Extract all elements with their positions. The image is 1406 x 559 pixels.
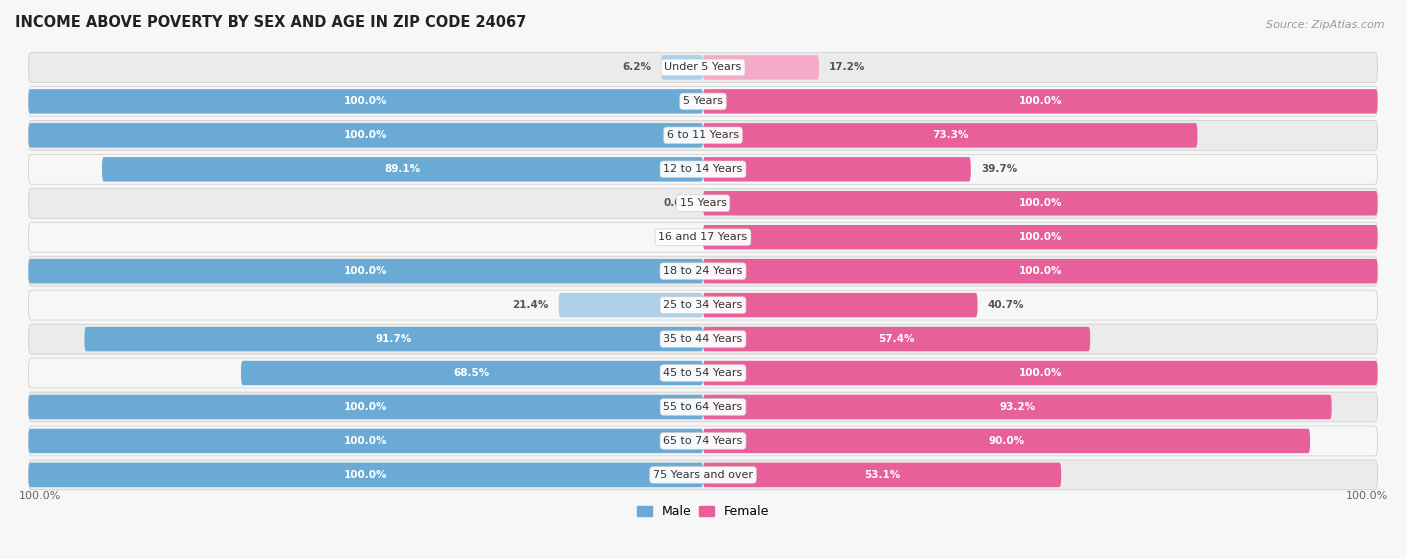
Text: 93.2%: 93.2%	[1000, 402, 1035, 412]
Text: 100.0%: 100.0%	[344, 470, 388, 480]
FancyBboxPatch shape	[703, 55, 820, 80]
Text: 65 to 74 Years: 65 to 74 Years	[664, 436, 742, 446]
Text: 12 to 14 Years: 12 to 14 Years	[664, 164, 742, 174]
Text: INCOME ABOVE POVERTY BY SEX AND AGE IN ZIP CODE 24067: INCOME ABOVE POVERTY BY SEX AND AGE IN Z…	[15, 15, 526, 30]
Text: 100.0%: 100.0%	[1018, 368, 1062, 378]
FancyBboxPatch shape	[28, 426, 1378, 456]
Text: 17.2%: 17.2%	[830, 63, 866, 73]
FancyBboxPatch shape	[28, 53, 1378, 82]
FancyBboxPatch shape	[703, 123, 1198, 148]
FancyBboxPatch shape	[703, 89, 1378, 113]
Text: 100.0%: 100.0%	[1018, 266, 1062, 276]
Text: Under 5 Years: Under 5 Years	[665, 63, 741, 73]
Text: 100.0%: 100.0%	[1346, 491, 1388, 501]
Text: 100.0%: 100.0%	[344, 436, 388, 446]
Text: Source: ZipAtlas.com: Source: ZipAtlas.com	[1267, 20, 1385, 30]
Legend: Male, Female: Male, Female	[631, 500, 775, 523]
Text: 100.0%: 100.0%	[344, 402, 388, 412]
FancyBboxPatch shape	[103, 157, 703, 182]
FancyBboxPatch shape	[703, 293, 977, 318]
Text: 100.0%: 100.0%	[1018, 198, 1062, 209]
Text: 91.7%: 91.7%	[375, 334, 412, 344]
FancyBboxPatch shape	[28, 460, 1378, 490]
FancyBboxPatch shape	[703, 225, 1378, 249]
FancyBboxPatch shape	[558, 293, 703, 318]
Text: 18 to 24 Years: 18 to 24 Years	[664, 266, 742, 276]
FancyBboxPatch shape	[28, 222, 1378, 252]
FancyBboxPatch shape	[28, 123, 703, 148]
Text: 35 to 44 Years: 35 to 44 Years	[664, 334, 742, 344]
Text: 0.0%: 0.0%	[664, 232, 693, 242]
Text: 0.0%: 0.0%	[664, 198, 693, 209]
Text: 75 Years and over: 75 Years and over	[652, 470, 754, 480]
FancyBboxPatch shape	[28, 154, 1378, 184]
Text: 100.0%: 100.0%	[344, 130, 388, 140]
FancyBboxPatch shape	[28, 290, 1378, 320]
FancyBboxPatch shape	[28, 87, 1378, 116]
Text: 15 Years: 15 Years	[679, 198, 727, 209]
FancyBboxPatch shape	[28, 392, 1378, 422]
FancyBboxPatch shape	[28, 324, 1378, 354]
FancyBboxPatch shape	[28, 358, 1378, 388]
FancyBboxPatch shape	[28, 429, 703, 453]
Text: 100.0%: 100.0%	[18, 491, 60, 501]
Text: 5 Years: 5 Years	[683, 96, 723, 106]
Text: 45 to 54 Years: 45 to 54 Years	[664, 368, 742, 378]
FancyBboxPatch shape	[703, 191, 1378, 215]
FancyBboxPatch shape	[28, 188, 1378, 218]
Text: 39.7%: 39.7%	[981, 164, 1017, 174]
Text: 89.1%: 89.1%	[384, 164, 420, 174]
Text: 16 and 17 Years: 16 and 17 Years	[658, 232, 748, 242]
FancyBboxPatch shape	[661, 55, 703, 80]
Text: 57.4%: 57.4%	[879, 334, 915, 344]
FancyBboxPatch shape	[703, 395, 1331, 419]
Text: 68.5%: 68.5%	[454, 368, 491, 378]
FancyBboxPatch shape	[703, 361, 1378, 385]
Text: 73.3%: 73.3%	[932, 130, 969, 140]
FancyBboxPatch shape	[28, 89, 703, 113]
Text: 100.0%: 100.0%	[344, 266, 388, 276]
FancyBboxPatch shape	[28, 463, 703, 487]
FancyBboxPatch shape	[703, 463, 1062, 487]
Text: 53.1%: 53.1%	[863, 470, 900, 480]
FancyBboxPatch shape	[240, 361, 703, 385]
FancyBboxPatch shape	[28, 259, 703, 283]
FancyBboxPatch shape	[703, 157, 970, 182]
Text: 6.2%: 6.2%	[621, 63, 651, 73]
Text: 100.0%: 100.0%	[1018, 232, 1062, 242]
Text: 55 to 64 Years: 55 to 64 Years	[664, 402, 742, 412]
Text: 100.0%: 100.0%	[1018, 96, 1062, 106]
FancyBboxPatch shape	[84, 327, 703, 351]
Text: 90.0%: 90.0%	[988, 436, 1025, 446]
FancyBboxPatch shape	[703, 327, 1090, 351]
Text: 100.0%: 100.0%	[344, 96, 388, 106]
FancyBboxPatch shape	[28, 395, 703, 419]
FancyBboxPatch shape	[703, 259, 1378, 283]
Text: 25 to 34 Years: 25 to 34 Years	[664, 300, 742, 310]
Text: 21.4%: 21.4%	[512, 300, 548, 310]
Text: 6 to 11 Years: 6 to 11 Years	[666, 130, 740, 140]
FancyBboxPatch shape	[28, 256, 1378, 286]
FancyBboxPatch shape	[703, 429, 1310, 453]
Text: 40.7%: 40.7%	[987, 300, 1024, 310]
FancyBboxPatch shape	[28, 120, 1378, 150]
